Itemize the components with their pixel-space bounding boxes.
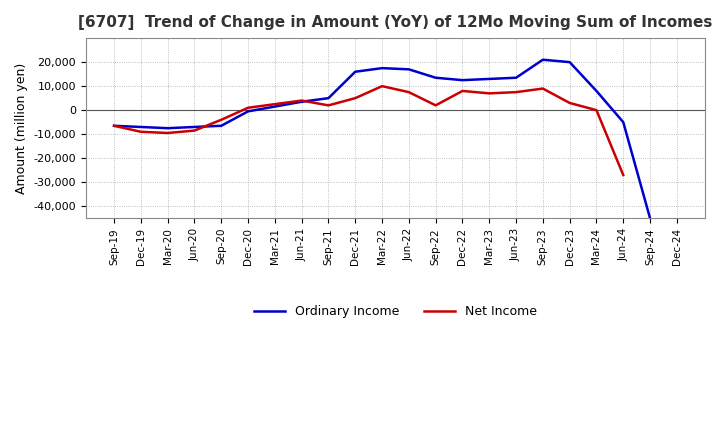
- Net Income: [565, 100, 574, 106]
- Ordinary Income: [217, 123, 225, 128]
- Net Income: [297, 98, 306, 103]
- Net Income: [485, 91, 494, 96]
- Ordinary Income: [405, 67, 413, 72]
- Ordinary Income: [297, 99, 306, 104]
- Net Income: [137, 129, 145, 135]
- Ordinary Income: [137, 125, 145, 130]
- Net Income: [458, 88, 467, 94]
- Net Income: [405, 89, 413, 95]
- Y-axis label: Amount (million yen): Amount (million yen): [15, 62, 28, 194]
- Net Income: [351, 95, 359, 101]
- Ordinary Income: [565, 59, 574, 65]
- Ordinary Income: [324, 95, 333, 101]
- Net Income: [190, 128, 199, 133]
- Ordinary Income: [109, 123, 118, 128]
- Ordinary Income: [351, 69, 359, 74]
- Net Income: [217, 117, 225, 122]
- Net Income: [512, 89, 521, 95]
- Net Income: [431, 103, 440, 108]
- Ordinary Income: [458, 77, 467, 83]
- Legend: Ordinary Income, Net Income: Ordinary Income, Net Income: [248, 300, 542, 323]
- Net Income: [109, 123, 118, 128]
- Ordinary Income: [190, 125, 199, 130]
- Ordinary Income: [431, 75, 440, 81]
- Line: Ordinary Income: Ordinary Income: [114, 60, 650, 218]
- Net Income: [244, 105, 253, 110]
- Ordinary Income: [244, 109, 253, 114]
- Net Income: [378, 84, 387, 89]
- Ordinary Income: [539, 57, 547, 62]
- Title: [6707]  Trend of Change in Amount (YoY) of 12Mo Moving Sum of Incomes: [6707] Trend of Change in Amount (YoY) o…: [78, 15, 713, 30]
- Net Income: [619, 172, 628, 178]
- Net Income: [539, 86, 547, 91]
- Ordinary Income: [163, 125, 172, 131]
- Ordinary Income: [512, 75, 521, 81]
- Net Income: [271, 102, 279, 107]
- Net Income: [592, 107, 600, 113]
- Ordinary Income: [592, 88, 600, 94]
- Net Income: [324, 103, 333, 108]
- Ordinary Income: [378, 66, 387, 71]
- Ordinary Income: [646, 216, 654, 221]
- Line: Net Income: Net Income: [114, 86, 624, 175]
- Net Income: [163, 130, 172, 136]
- Ordinary Income: [485, 76, 494, 81]
- Ordinary Income: [619, 120, 628, 125]
- Ordinary Income: [271, 104, 279, 109]
